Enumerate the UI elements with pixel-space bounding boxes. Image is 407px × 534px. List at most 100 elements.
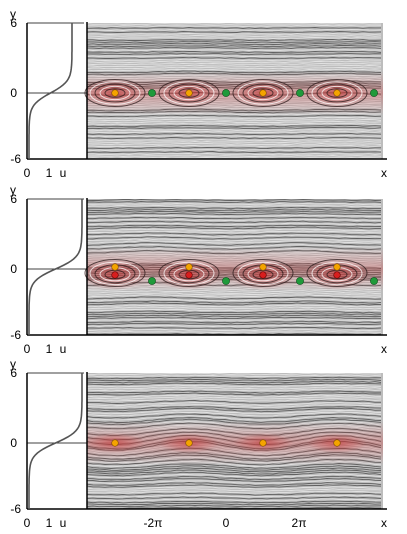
streamline xyxy=(87,226,382,230)
profile-u-label: u xyxy=(60,166,67,180)
streamline xyxy=(86,471,382,477)
saddle-point xyxy=(148,89,156,97)
streamline xyxy=(86,396,381,400)
saddle-point xyxy=(222,89,230,97)
streamline xyxy=(86,479,382,484)
x-axis-label: x xyxy=(381,166,387,180)
streamline xyxy=(86,218,382,222)
streamline xyxy=(87,214,382,218)
streamline xyxy=(86,328,382,332)
streamline xyxy=(86,494,382,498)
streamline xyxy=(86,306,382,310)
streamline xyxy=(86,155,382,157)
vortex-ring xyxy=(89,261,141,286)
streamline xyxy=(86,242,382,246)
streamline xyxy=(86,134,381,138)
streamline xyxy=(86,216,381,220)
profile-y-label: y xyxy=(10,7,16,21)
y-tick-label: 0 xyxy=(10,86,17,100)
streamline xyxy=(86,49,381,52)
streamline xyxy=(86,376,382,380)
y-tick-label: 6 xyxy=(10,366,17,380)
streamline xyxy=(86,222,382,226)
streamline xyxy=(86,126,382,130)
streamline xyxy=(86,384,382,388)
vortex-ring xyxy=(158,79,220,107)
vortex-ring xyxy=(89,81,141,105)
flow-field xyxy=(83,23,383,159)
streamline xyxy=(86,504,382,508)
center-point xyxy=(111,271,119,279)
streamline xyxy=(86,35,382,38)
streamline xyxy=(87,398,382,402)
streamline xyxy=(86,390,381,394)
streamline xyxy=(86,478,382,482)
streamline xyxy=(86,465,382,471)
streamline xyxy=(86,228,382,232)
streamline xyxy=(86,314,382,318)
streamline xyxy=(86,388,382,392)
streamline xyxy=(86,404,382,408)
y-tick-label: 0 xyxy=(10,262,17,276)
u-tick-label: 0 xyxy=(24,166,31,180)
vortex-ring xyxy=(252,88,274,98)
streamline xyxy=(86,203,382,206)
center-point xyxy=(111,263,119,271)
streamline xyxy=(87,147,381,150)
streamline xyxy=(87,320,382,324)
flow-field xyxy=(85,372,383,510)
streamline xyxy=(86,310,381,314)
center-point xyxy=(333,271,341,279)
vortex-ring xyxy=(316,83,358,103)
vortex-ring xyxy=(237,81,289,105)
streamline xyxy=(86,374,382,378)
vortex-ring xyxy=(173,85,205,101)
streamline xyxy=(86,415,382,421)
u-tick-label: 1 xyxy=(46,166,53,180)
flow-field xyxy=(83,198,383,336)
streamline xyxy=(86,148,382,151)
x-tick-label: -2π xyxy=(144,516,163,530)
streamline xyxy=(87,38,382,41)
vortex-ring xyxy=(311,261,363,286)
streamline xyxy=(86,411,382,417)
streamline xyxy=(86,60,382,64)
streamline xyxy=(87,41,382,44)
streamline xyxy=(86,68,382,72)
y-tick-label: -6 xyxy=(10,502,21,516)
streamline xyxy=(86,151,382,153)
streamline xyxy=(86,224,382,228)
streamline xyxy=(86,33,382,35)
u-tick-label: 0 xyxy=(24,516,31,530)
streamline xyxy=(86,130,382,134)
streamline xyxy=(86,488,382,492)
streamline xyxy=(86,208,382,212)
saddle-point xyxy=(370,277,378,285)
streamline xyxy=(86,312,382,316)
streamline xyxy=(86,54,382,58)
streamline xyxy=(86,232,382,236)
vortex-ring xyxy=(232,259,294,287)
streamline xyxy=(86,378,382,382)
streamline xyxy=(86,392,382,396)
streamline xyxy=(86,56,382,60)
saddle-point xyxy=(148,277,156,285)
streamline xyxy=(86,294,382,298)
u-tick-label: 1 xyxy=(46,342,53,356)
center-point xyxy=(259,263,267,271)
velocity-profile xyxy=(28,23,73,159)
streamline xyxy=(86,201,382,204)
velocity-profile xyxy=(28,199,83,335)
streamline xyxy=(86,496,382,500)
y-tick-label: -6 xyxy=(10,328,21,342)
streamline xyxy=(87,47,382,49)
vortex-ring xyxy=(306,259,368,287)
streamline xyxy=(86,118,382,122)
vortex-ring xyxy=(311,81,363,105)
streamline xyxy=(86,240,382,244)
streamline xyxy=(86,238,382,242)
streamline xyxy=(86,300,382,304)
u-tick-label: 1 xyxy=(46,516,53,530)
